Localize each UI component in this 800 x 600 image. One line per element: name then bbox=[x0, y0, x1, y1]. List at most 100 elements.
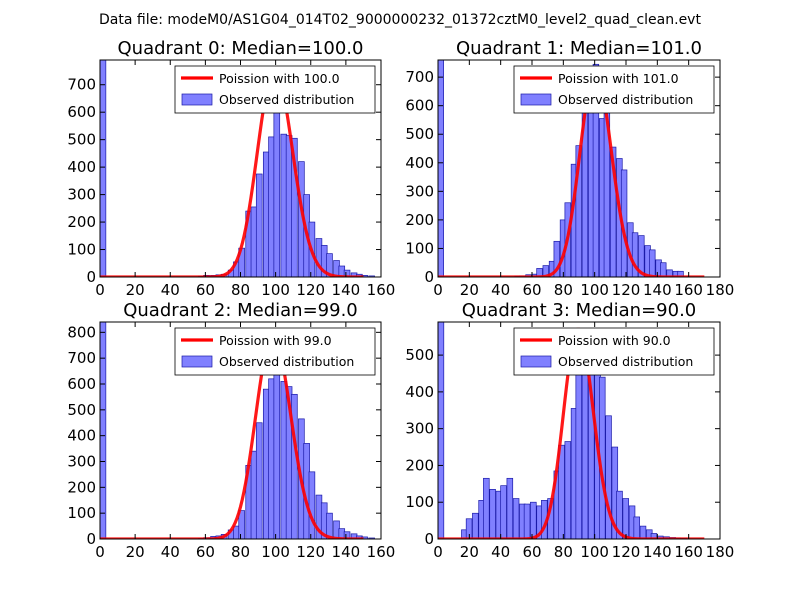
histogram-bar bbox=[483, 477, 490, 539]
quadrant-panels: Quadrant 0: Median=100.00 20 40 60 80 100 120 1… bbox=[67, 38, 734, 561]
legend-label-poisson: Poission with 100.0 bbox=[219, 71, 340, 86]
legend-bar-swatch bbox=[520, 355, 552, 368]
y-tick-label: 200 bbox=[405, 211, 434, 229]
quadrant-2-title: Quadrant 2: Median=99.0 bbox=[123, 300, 358, 321]
histogram-bar bbox=[633, 516, 640, 539]
x-tick-label: 160 bbox=[367, 543, 396, 561]
histogram-bar bbox=[308, 471, 316, 539]
x-tick-label: 120 bbox=[612, 281, 641, 299]
histogram-bar bbox=[506, 477, 514, 539]
x-tick-label: 20 bbox=[460, 543, 479, 561]
quadrant-3-axes-frame bbox=[437, 321, 721, 540]
x-tick-label: 160 bbox=[367, 281, 396, 299]
quadrant-3-panel: Quadrant 3: Median=90.00 20 40 60 80 100 120 14… bbox=[405, 300, 734, 561]
histogram-bar bbox=[512, 498, 520, 539]
x-tick-label: 40 bbox=[161, 543, 180, 561]
y-tick-label: 300 bbox=[405, 182, 434, 200]
x-tick-label: 120 bbox=[612, 543, 641, 561]
histogram-bar bbox=[238, 510, 245, 539]
x-tick-label: 100 bbox=[580, 543, 609, 561]
x-tick-label: 0 bbox=[95, 281, 105, 299]
legend-label-poisson: Poission with 99.0 bbox=[219, 333, 332, 348]
histogram-bar bbox=[666, 269, 673, 277]
histogram-bar bbox=[649, 249, 656, 277]
y-tick-label: 200 bbox=[67, 213, 96, 231]
x-tick-label: 140 bbox=[332, 543, 361, 561]
y-tick-label: 100 bbox=[67, 504, 96, 522]
x-tick-label: 0 bbox=[433, 281, 443, 299]
y-tick-label: 500 bbox=[405, 346, 434, 364]
histogram-bar bbox=[530, 501, 537, 539]
y-tick-label: 200 bbox=[67, 478, 96, 496]
x-tick-label: 180 bbox=[706, 543, 735, 561]
x-tick-label: 60 bbox=[196, 281, 215, 299]
y-tick-label: 600 bbox=[67, 375, 96, 393]
legend-bar-swatch bbox=[181, 355, 213, 368]
histogram-bar bbox=[609, 146, 617, 277]
x-tick-label: 140 bbox=[332, 281, 361, 299]
histogram-bar bbox=[255, 422, 263, 539]
x-tick-label: 120 bbox=[296, 543, 325, 561]
histogram-bar bbox=[639, 525, 647, 539]
legend-label-observed: Observed distribution bbox=[558, 354, 693, 369]
x-tick-label: 100 bbox=[580, 281, 609, 299]
quadrant-1-panel: Quadrant 1: Median=101.00 20 40 60 80 100 120 1… bbox=[405, 38, 734, 299]
quadrant-3-bars bbox=[438, 322, 687, 539]
x-tick-label: 140 bbox=[643, 281, 672, 299]
quadrant-0-title: Quadrant 0: Median=100.0 bbox=[118, 38, 364, 59]
y-tick-label: 400 bbox=[405, 383, 434, 401]
poisson-fit-line bbox=[100, 333, 364, 539]
histogram-bar bbox=[575, 145, 582, 277]
x-tick-label: 100 bbox=[261, 281, 290, 299]
histogram-bar bbox=[523, 503, 531, 539]
x-tick-label: 160 bbox=[674, 281, 703, 299]
histogram-bar bbox=[368, 275, 375, 277]
histogram-bar bbox=[255, 173, 263, 277]
quadrant-2-legend: Poission with 99.0 Observed distribution bbox=[174, 327, 376, 376]
quadrant-1-title: Quadrant 1: Median=101.0 bbox=[456, 38, 702, 59]
histogram-bar bbox=[542, 265, 549, 277]
x-tick-label: 0 bbox=[95, 543, 105, 561]
y-tick-label: 0 bbox=[424, 530, 434, 548]
quadrant-2-panel: Quadrant 2: Median=99.0 0 20 40 60 80 100 120 14… bbox=[67, 300, 395, 561]
quadrant-0-panel: Quadrant 0: Median=100.0 0 20 40 60 80 100 120 1… bbox=[67, 38, 395, 299]
histogram-bar bbox=[592, 63, 600, 277]
x-tick-label: 60 bbox=[196, 543, 215, 561]
y-tick-label: 400 bbox=[405, 154, 434, 172]
x-tick-label: 80 bbox=[231, 543, 250, 561]
y-tick-label: 700 bbox=[67, 76, 96, 94]
legend-label-observed: Observed distribution bbox=[219, 92, 354, 107]
x-tick-label: 140 bbox=[643, 543, 672, 561]
x-tick-label: 180 bbox=[706, 281, 735, 299]
y-tick-label: 0 bbox=[424, 268, 434, 286]
legend-label-poisson: Poission with 101.0 bbox=[558, 71, 679, 86]
quadrant-3-title: Quadrant 3: Median=90.0 bbox=[462, 300, 697, 321]
legend-label-poisson: Poission with 90.0 bbox=[558, 333, 671, 348]
x-tick-label: 120 bbox=[296, 281, 325, 299]
histogram-bar bbox=[489, 488, 496, 539]
histogram-bar bbox=[575, 352, 583, 539]
y-tick-label: 600 bbox=[67, 103, 96, 121]
x-tick-label: 0 bbox=[433, 543, 443, 561]
y-tick-label: 300 bbox=[67, 453, 96, 471]
x-tick-label: 20 bbox=[460, 281, 479, 299]
y-tick-label: 100 bbox=[405, 493, 434, 511]
y-tick-label: 500 bbox=[67, 401, 96, 419]
histogram-bar bbox=[500, 485, 507, 539]
x-tick-label: 100 bbox=[261, 543, 290, 561]
histogram-bar bbox=[438, 322, 445, 539]
y-tick-label: 100 bbox=[405, 239, 434, 257]
quadrant-1-legend: Poission with 101.0 Observed distribution bbox=[513, 65, 715, 114]
histogram-bar bbox=[100, 60, 107, 277]
y-tick-label: 700 bbox=[67, 349, 96, 367]
quadrant-0-legend: Poission with 100.0 Observed distribution bbox=[174, 65, 376, 114]
histogram-bar bbox=[605, 415, 612, 539]
y-tick-label: 400 bbox=[67, 158, 96, 176]
quadrant-1-axes-frame bbox=[437, 59, 721, 278]
y-tick-label: 0 bbox=[86, 530, 96, 548]
x-tick-label: 20 bbox=[126, 281, 145, 299]
y-tick-label: 300 bbox=[405, 420, 434, 438]
y-tick-label: 0 bbox=[86, 268, 96, 286]
x-tick-label: 40 bbox=[161, 281, 180, 299]
y-tick-label: 100 bbox=[67, 241, 96, 259]
